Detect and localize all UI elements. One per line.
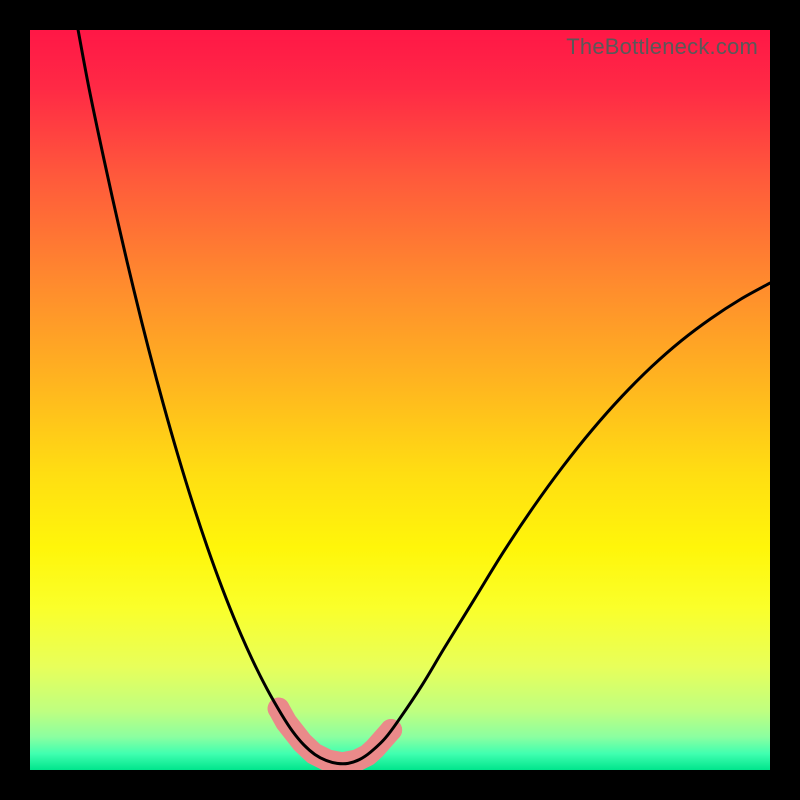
frame-border-right — [770, 0, 800, 800]
frame-border-top — [0, 0, 800, 30]
chart-frame: TheBottleneck.com — [0, 0, 800, 800]
plot-area: TheBottleneck.com — [30, 30, 770, 770]
chart-svg — [30, 30, 770, 770]
watermark-text: TheBottleneck.com — [566, 34, 758, 60]
gradient-background — [30, 30, 770, 770]
frame-border-left — [0, 0, 30, 800]
frame-border-bottom — [0, 770, 800, 800]
